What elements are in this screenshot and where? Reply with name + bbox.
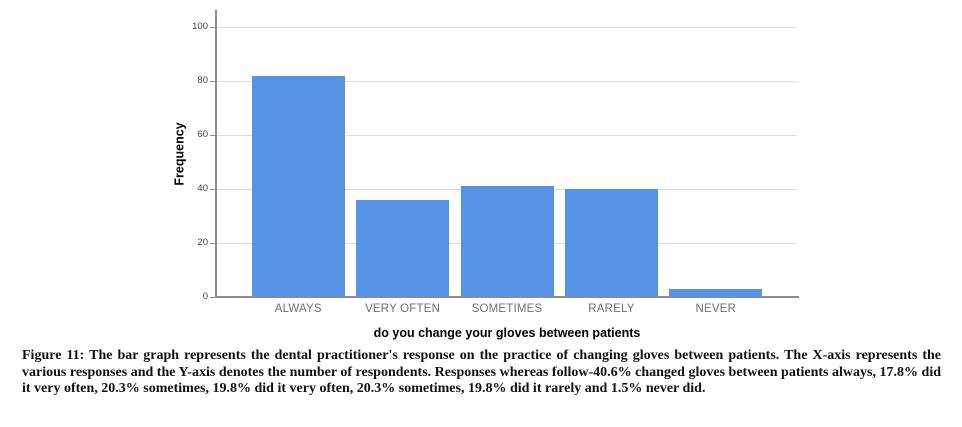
y-tick-mark-60: [210, 134, 215, 136]
x-tick-label-rarely: RARELY: [588, 303, 635, 315]
y-tick-label-40: 40: [197, 183, 208, 194]
figure-caption-label: Figure 11:: [22, 348, 85, 363]
x-tick-label-always: ALWAYS: [274, 303, 322, 315]
bar-always: [251, 75, 345, 297]
y-tick-mark-0: [210, 296, 215, 298]
bar-slot-sometimes: [455, 27, 559, 297]
bar-sometimes: [460, 186, 554, 297]
y-axis-title-wrap: Frequency: [170, 10, 190, 298]
y-tick-label-100: 100: [192, 21, 208, 32]
x-axis-labels: ALWAYS VERY OFTEN SOMETIMES RARELY NEVER: [217, 303, 797, 315]
gridline-80: [217, 80, 797, 82]
y-tick-label-60: 60: [197, 129, 208, 140]
x-tick-label-very-often: VERY OFTEN: [365, 303, 441, 315]
plot-area: [217, 26, 797, 297]
bar-slot-always: [246, 27, 350, 297]
bar-never: [669, 288, 763, 297]
figure-caption: Figure 11: The bar graph represents the …: [22, 348, 941, 398]
bar-rarely: [564, 189, 658, 297]
y-tick-mark-80: [210, 80, 215, 82]
bar-very-often: [356, 199, 450, 297]
bar-chart: Frequency 0 20 40 60 80 100 ALWAYS VERY OFTEN S…: [170, 10, 799, 340]
x-tick-label-sometimes: SOMETIMES: [471, 303, 543, 315]
x-axis-line: [215, 296, 799, 298]
x-tick-label-never: NEVER: [695, 303, 737, 315]
y-tick-label-80: 80: [197, 75, 208, 86]
bar-slot-rarely: [559, 27, 663, 297]
y-axis-line: [215, 10, 217, 298]
y-tick-mark-40: [210, 188, 215, 190]
gridline-60: [217, 134, 797, 136]
gridline-100: [217, 26, 797, 28]
bar-slot-never: [664, 27, 768, 297]
y-tick-label-0: 0: [202, 291, 208, 302]
x-axis-title: do you change your gloves between patien…: [373, 326, 641, 340]
y-tick-mark-100: [210, 26, 215, 28]
bar-slot-very-often: [350, 27, 454, 297]
y-tick-mark-20: [210, 242, 215, 244]
y-tick-label-20: 20: [197, 237, 208, 248]
bars-row: [217, 27, 797, 297]
figure-caption-text: The bar graph represents the dental prac…: [22, 348, 941, 397]
